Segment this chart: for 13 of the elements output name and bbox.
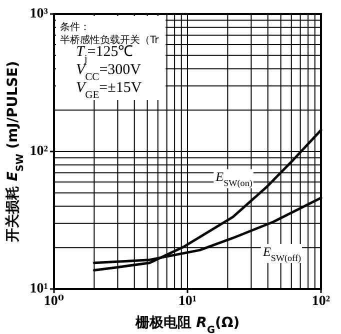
annotation: 半桥感性负载开关（Tr <box>60 34 160 46</box>
annotation: 条件： <box>60 21 90 33</box>
x-tick-label: 10² <box>312 294 330 309</box>
y-tick-label: 10¹ <box>30 282 48 296</box>
x-tick-label: 10¹ <box>178 294 197 309</box>
series-label: E$_{SW(on)}$ <box>214 169 252 188</box>
y-tick-label: 10² <box>30 144 48 159</box>
series-label: E$_{SW(off)}$ <box>262 244 302 263</box>
y-tick-label: 10³ <box>30 6 48 22</box>
annotation: T$_{j}$=125℃ <box>76 44 134 64</box>
x-axis-title: 栅极电阻 R$_{G}$(Ω) <box>134 315 240 334</box>
annotation: V$_{GE}$=±15V <box>76 80 142 100</box>
x-tick-label: 10⁰ <box>44 294 64 309</box>
